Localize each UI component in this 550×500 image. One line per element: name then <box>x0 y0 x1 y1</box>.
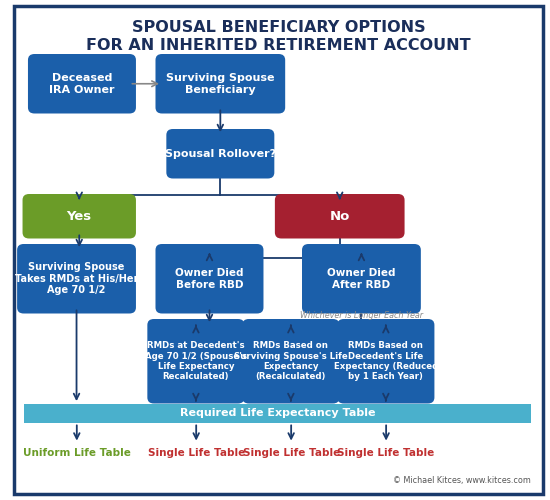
Text: No: No <box>329 210 350 223</box>
Text: Single Life Table: Single Life Table <box>147 448 245 458</box>
FancyBboxPatch shape <box>156 244 263 314</box>
FancyBboxPatch shape <box>243 319 339 404</box>
Text: RMDs Based on
Surviving Spouse's Life
Expectancy
(Recalculated): RMDs Based on Surviving Spouse's Life Ex… <box>234 341 348 382</box>
Text: RMDs Based on
Decedent's Life
Expectancy (Reduced
by 1 Each Year): RMDs Based on Decedent's Life Expectancy… <box>334 341 438 382</box>
Text: RMDs at Decedent's
Age 70 1/2 (Spouse's
Life Expectancy
Recalculated): RMDs at Decedent's Age 70 1/2 (Spouse's … <box>145 341 247 382</box>
Text: Owner Died
Before RBD: Owner Died Before RBD <box>175 268 244 289</box>
Text: Deceased
IRA Owner: Deceased IRA Owner <box>49 73 115 94</box>
Text: © Michael Kitces, www.kitces.com: © Michael Kitces, www.kitces.com <box>393 476 531 486</box>
Text: Surviving Spouse
Beneficiary: Surviving Spouse Beneficiary <box>166 73 274 94</box>
FancyBboxPatch shape <box>166 129 274 178</box>
Text: FOR AN INHERITED RETIREMENT ACCOUNT: FOR AN INHERITED RETIREMENT ACCOUNT <box>86 38 471 52</box>
FancyBboxPatch shape <box>147 319 245 404</box>
FancyBboxPatch shape <box>24 404 531 422</box>
Text: Surviving Spouse
Takes RMDs at His/Her
Age 70 1/2: Surviving Spouse Takes RMDs at His/Her A… <box>15 262 138 296</box>
Text: Yes: Yes <box>67 210 92 223</box>
Text: Single Life Table: Single Life Table <box>243 448 340 458</box>
FancyBboxPatch shape <box>23 194 136 238</box>
Text: Required Life Expectancy Table: Required Life Expectancy Table <box>179 408 375 418</box>
FancyBboxPatch shape <box>337 319 434 404</box>
FancyBboxPatch shape <box>14 6 543 494</box>
FancyBboxPatch shape <box>156 54 285 114</box>
Text: Single Life Table: Single Life Table <box>338 448 434 458</box>
Text: SPOUSAL BENEFICIARY OPTIONS: SPOUSAL BENEFICIARY OPTIONS <box>132 20 426 35</box>
FancyBboxPatch shape <box>17 244 136 314</box>
FancyBboxPatch shape <box>275 194 405 238</box>
Text: Uniform Life Table: Uniform Life Table <box>23 448 131 458</box>
Text: Spousal Rollover?: Spousal Rollover? <box>165 149 276 159</box>
FancyBboxPatch shape <box>302 244 421 314</box>
Text: Owner Died
After RBD: Owner Died After RBD <box>327 268 395 289</box>
FancyBboxPatch shape <box>28 54 136 114</box>
Text: Whichever is Longer Each Year: Whichever is Longer Each Year <box>300 310 423 320</box>
